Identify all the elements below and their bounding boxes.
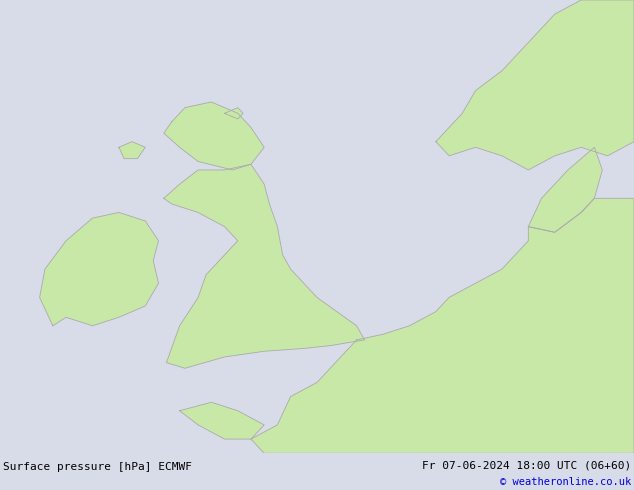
Text: Fr 07-06-2024 18:00 UTC (06+60): Fr 07-06-2024 18:00 UTC (06+60) <box>422 460 631 470</box>
Text: Surface pressure [hPa] ECMWF: Surface pressure [hPa] ECMWF <box>3 462 192 472</box>
Polygon shape <box>224 108 243 119</box>
Polygon shape <box>251 198 634 453</box>
Polygon shape <box>528 147 602 232</box>
Polygon shape <box>164 102 264 170</box>
Polygon shape <box>39 213 158 326</box>
Polygon shape <box>119 142 145 159</box>
Polygon shape <box>436 0 634 170</box>
Polygon shape <box>179 402 264 439</box>
Text: © weatheronline.co.uk: © weatheronline.co.uk <box>500 477 631 487</box>
Polygon shape <box>164 164 365 368</box>
